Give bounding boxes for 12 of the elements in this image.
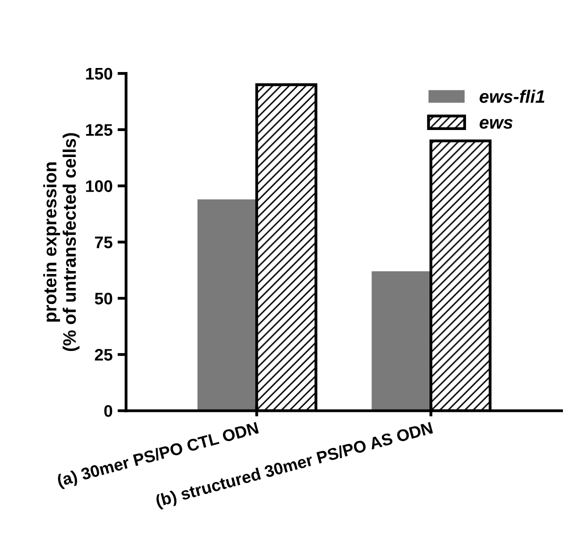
- y-tick-label: 100: [86, 180, 112, 192]
- y-tick-label: 0: [104, 405, 112, 417]
- y-axis-title: protein expression (% of untransfected cells): [43, 133, 80, 352]
- y-tick-label: 75: [95, 236, 112, 248]
- y-tick-label: 25: [94, 348, 112, 361]
- y-tick-label: 150: [86, 68, 112, 80]
- legend-label: ews-fli1: [480, 90, 544, 103]
- legend-label: ews: [480, 118, 513, 129]
- y-tick-label: 50: [94, 292, 112, 304]
- y-tick-label: 125: [86, 124, 112, 136]
- bar: [372, 271, 431, 411]
- bar: [197, 199, 257, 411]
